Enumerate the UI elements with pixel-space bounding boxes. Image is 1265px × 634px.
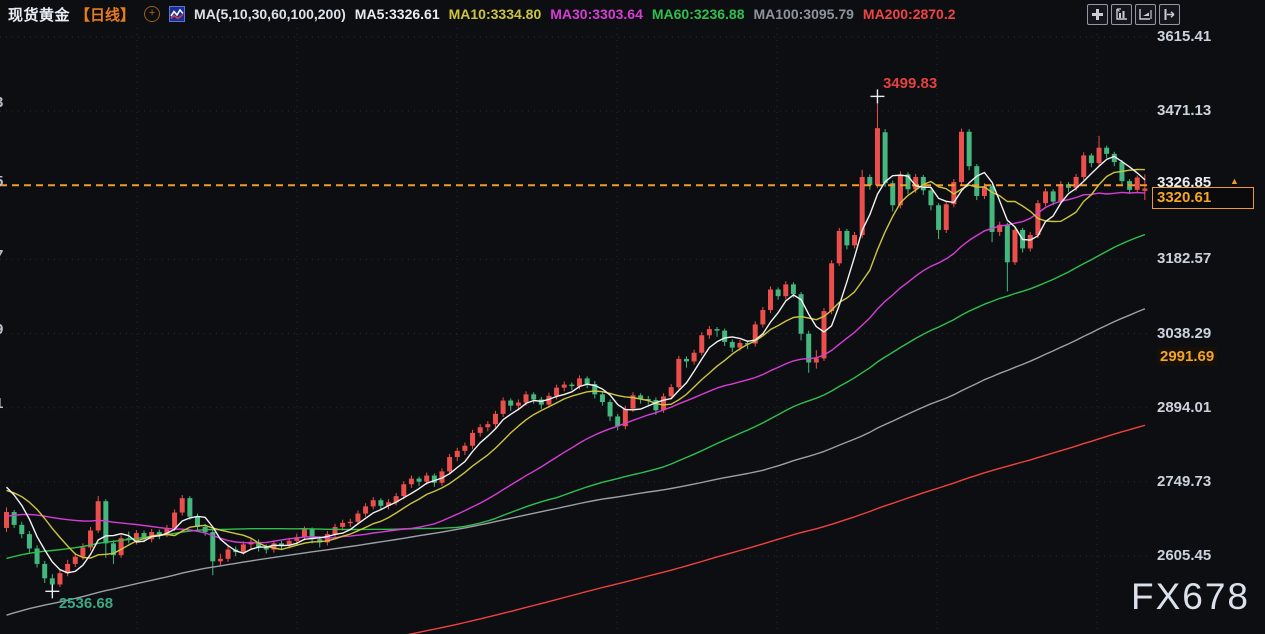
axis-label: 2605.45 (1157, 546, 1212, 564)
left-axis-partial-digit: 1 (0, 395, 3, 412)
last-close-axis-label: 3326.85 (1157, 174, 1212, 192)
exit-right-icon[interactable] (1159, 4, 1180, 25)
circle-plus-icon[interactable]: + (144, 6, 161, 22)
ma30-value: MA30:3303.64 (550, 6, 643, 22)
axis-label: 3038.29 (1157, 324, 1212, 342)
settlement-price-label: 2991.69 (1157, 346, 1218, 366)
left-axis-partial-digit: 3 (0, 94, 3, 111)
ma5-value: MA5:3326.61 (354, 6, 440, 22)
crosshair-icon[interactable] (1087, 4, 1108, 25)
candles (4, 96, 1148, 592)
price-arrow-icon: ▲ (1230, 176, 1239, 187)
symbol-name: 现货黄金 (8, 6, 71, 24)
ma10-value: MA10:3334.80 (448, 6, 542, 22)
ma-line-MA5 (5, 155, 1146, 574)
low-annotation: 2536.68 (58, 595, 114, 613)
ma-params-label: MA(5,10,30,60,100,200) (194, 6, 346, 22)
left-axis-partial-digit: 5 (0, 173, 3, 190)
ma200-value: MA200:2870.2 (862, 6, 956, 22)
mini-chart-icon (169, 6, 186, 22)
left-axis-partial-digit: 9 (0, 321, 3, 338)
watermark: FX678 (1131, 576, 1251, 617)
axis-label: 2894.01 (1157, 398, 1212, 416)
ma-line-MA10 (6, 168, 1145, 559)
ma60-value: MA60:3236.88 (651, 6, 745, 22)
chart-header: 现货黄金 【日线】 + MA(5,10,30,60,100,200) MA5:3… (0, 0, 1265, 28)
left-axis-partial-digit: 7 (0, 247, 3, 264)
high-annotation: 3499.83 (882, 75, 938, 93)
ma-line-MA60 (6, 233, 1146, 560)
ma-line-MA100 (6, 308, 1146, 616)
scale-right-icon[interactable] (1135, 4, 1156, 25)
axis-label: 3615.41 (1157, 28, 1212, 45)
ma100-value: MA100:3095.79 (753, 6, 854, 22)
chart-toolbar (1087, 4, 1180, 25)
last-price-badge: 3320.61 (1152, 187, 1254, 210)
ma-line-MA30 (6, 191, 1145, 544)
scale-left-icon[interactable] (1111, 4, 1132, 25)
ma-line-MA200 (407, 424, 1146, 634)
axis-label: 2749.73 (1157, 472, 1212, 490)
timeframe-label: 【日线】 (75, 6, 136, 24)
axis-label: 3182.57 (1157, 250, 1212, 268)
axis-label: 3471.13 (1157, 102, 1212, 120)
